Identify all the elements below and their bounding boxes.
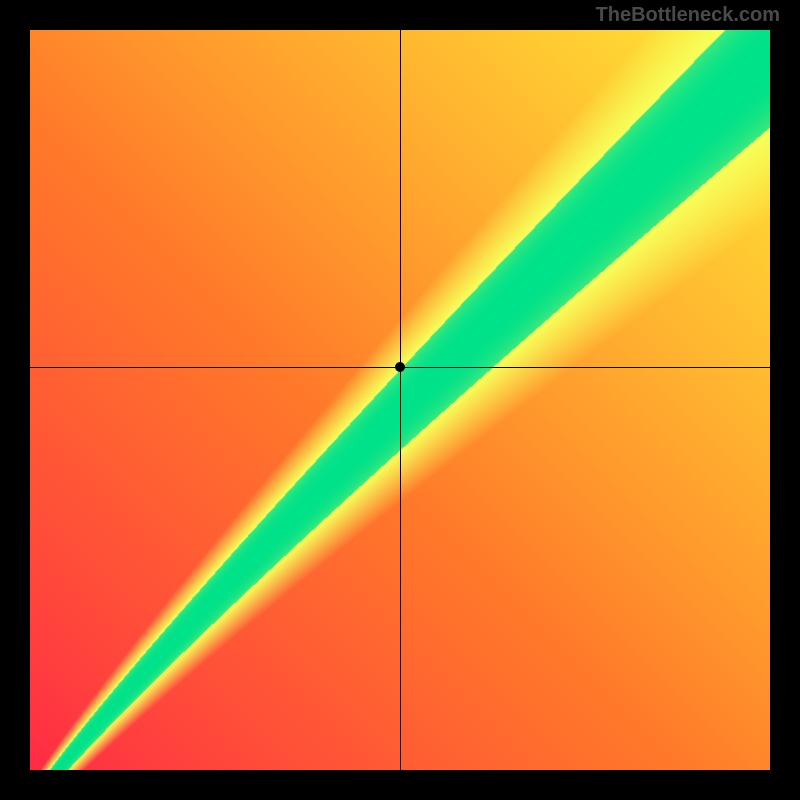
crosshair-marker	[395, 362, 405, 372]
crosshair-vertical	[400, 30, 401, 770]
attribution-text: TheBottleneck.com	[596, 4, 780, 27]
heat-plot	[30, 30, 770, 770]
